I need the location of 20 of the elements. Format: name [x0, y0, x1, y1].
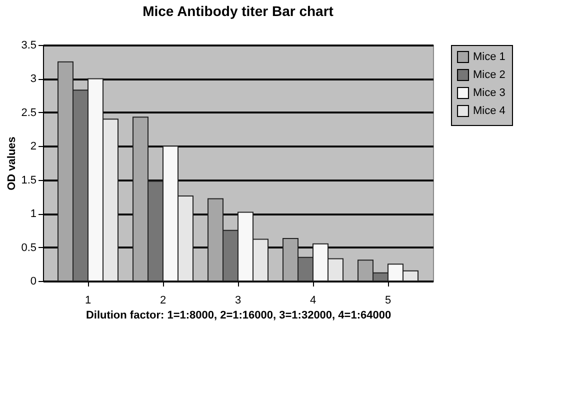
- y-tick-label: 2.5: [21, 106, 36, 119]
- legend-label: Mice 1: [473, 51, 506, 63]
- y-tick-label: 1: [30, 208, 36, 220]
- x-tick-label: 3: [234, 294, 242, 306]
- y-tick-label: 3.5: [21, 40, 36, 52]
- y-axis-title: OD values: [6, 136, 18, 190]
- y-tick-label: 2: [30, 140, 36, 153]
- x-tick-label: 5: [384, 294, 392, 306]
- legend-label: Mice 2: [473, 69, 506, 81]
- y-tick-label: 0: [30, 276, 36, 288]
- x-tick-label: 4: [310, 294, 316, 306]
- x-axis-title: Dilution factor: 1=1:8000, 2=1:16000, 3=1:32000, 4=1:64000: [86, 310, 392, 322]
- legend-label: Mice 4: [473, 105, 506, 117]
- x-tick-label: 1: [84, 294, 92, 306]
- y-tick-label: 0.5: [21, 242, 36, 254]
- legend-label: Mice 3: [473, 87, 506, 99]
- y-tick-label: 3: [30, 73, 36, 86]
- y-tick-label: 1.5: [21, 174, 36, 186]
- chart-title: Mice Antibody titer Bar chart: [142, 3, 334, 19]
- x-tick-label: 2: [160, 294, 166, 306]
